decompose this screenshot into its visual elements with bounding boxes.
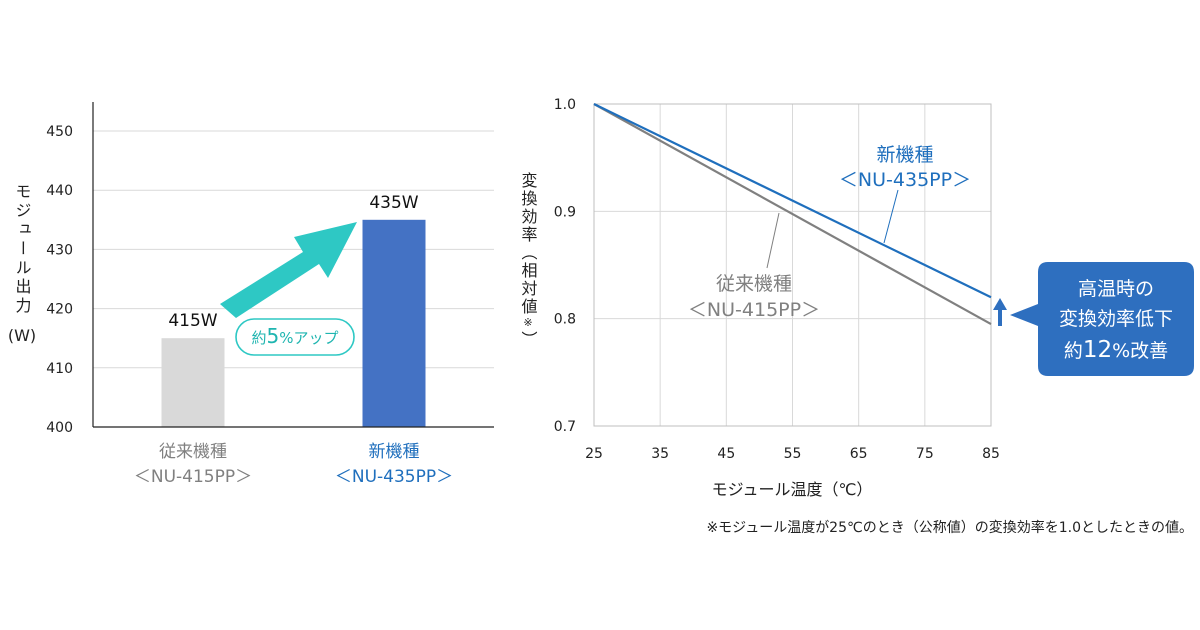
line-x-tick-label: 35 <box>651 446 669 462</box>
callout-line-3: 約12%改善 <box>1064 337 1168 363</box>
bar-category-model: ＜NU-435PP＞ <box>335 467 453 487</box>
increase-badge-text: 約5%アップ <box>251 324 338 348</box>
line-x-tick-label: 25 <box>585 446 603 462</box>
line-y-tick-labels: 0.7 0.8 0.9 1.0 <box>554 97 576 435</box>
bar-old <box>161 338 225 427</box>
series-label-old-name: 従来機種 <box>716 273 792 295</box>
line-x-tick-label: 85 <box>982 446 1000 462</box>
line-y-tick-label: 1.0 <box>554 97 576 113</box>
line-x-axis-title: モジュール温度（℃） <box>712 480 873 499</box>
series-label-old-model: ＜NU-415PP＞ <box>688 299 820 321</box>
line-plot-border <box>593 103 992 427</box>
bar-y-tick-label: 430 <box>46 242 73 258</box>
bar-y-tick-labels: 400 410 420 430 440 450 <box>46 124 73 436</box>
line-y-tick-label: 0.8 <box>554 312 576 328</box>
increase-badge: 約5%アップ <box>235 318 355 356</box>
bar-y-axis-title: モジュール出力 <box>13 183 32 316</box>
bar-y-axis-unit: (W) <box>8 326 36 345</box>
line-y-axis-title: 変換効率（相対値※） <box>519 172 538 349</box>
series-label-new-name: 新機種 <box>876 144 933 166</box>
increase-arrow <box>220 222 357 318</box>
bar-gridlines <box>93 130 494 369</box>
output-bar-chart: 400 410 420 430 440 450 415W 435W 従来機種 ＜NU-415P… <box>8 102 494 487</box>
line-x-tick-label: 45 <box>717 446 735 462</box>
series-line-old <box>593 103 992 325</box>
bar-y-tick-label: 450 <box>46 124 73 140</box>
bar-value-labels: 415W 435W <box>168 193 418 331</box>
bar-category-name: 新機種 <box>369 442 420 462</box>
line-x-tick-label: 65 <box>850 446 868 462</box>
callout-line-1: 高温時の <box>1078 278 1154 300</box>
efficiency-line-chart: 0.7 0.8 0.9 1.0 25 35 45 55 65 75 85 モジュール温度（℃） 変… <box>519 97 1194 499</box>
bar-y-tick-label: 420 <box>46 302 73 318</box>
improvement-callout: 高温時の 変換効率低下 約12%改善 <box>1010 262 1194 376</box>
bar-value-label: 435W <box>369 193 418 213</box>
bar-category-labels: 従来機種 ＜NU-415PP＞ 新機種 ＜NU-435PP＞ <box>134 442 453 487</box>
line-y-tick-label: 0.7 <box>554 419 576 435</box>
footnote: ※モジュール温度が25℃のとき（公称値）の変換効率を1.0としたときの値。 <box>706 519 1193 536</box>
line-x-tick-label: 55 <box>784 446 802 462</box>
bar-y-tick-label: 440 <box>46 183 73 199</box>
series-label-old: 従来機種 ＜NU-415PP＞ <box>688 212 820 321</box>
line-series <box>593 103 992 325</box>
line-x-tick-label: 75 <box>916 446 934 462</box>
bar-category-name: 従来機種 <box>159 442 227 462</box>
callout-line-2: 変換効率低下 <box>1059 308 1173 330</box>
series-line-new <box>593 103 992 299</box>
bar-y-tick-label: 410 <box>46 361 73 377</box>
series-label-new-model: ＜NU-435PP＞ <box>839 169 971 191</box>
series-label-new: 新機種 ＜NU-435PP＞ <box>839 144 971 244</box>
bar-new <box>362 219 426 427</box>
improvement-up-arrow <box>993 298 1007 326</box>
bar-y-tick-label: 400 <box>46 420 73 436</box>
bar-value-label: 415W <box>168 311 217 331</box>
line-y-tick-label: 0.9 <box>554 204 576 220</box>
line-x-tick-labels: 25 35 45 55 65 75 85 <box>585 446 1000 462</box>
bar-category-model: ＜NU-415PP＞ <box>134 467 252 487</box>
bars <box>161 219 426 427</box>
